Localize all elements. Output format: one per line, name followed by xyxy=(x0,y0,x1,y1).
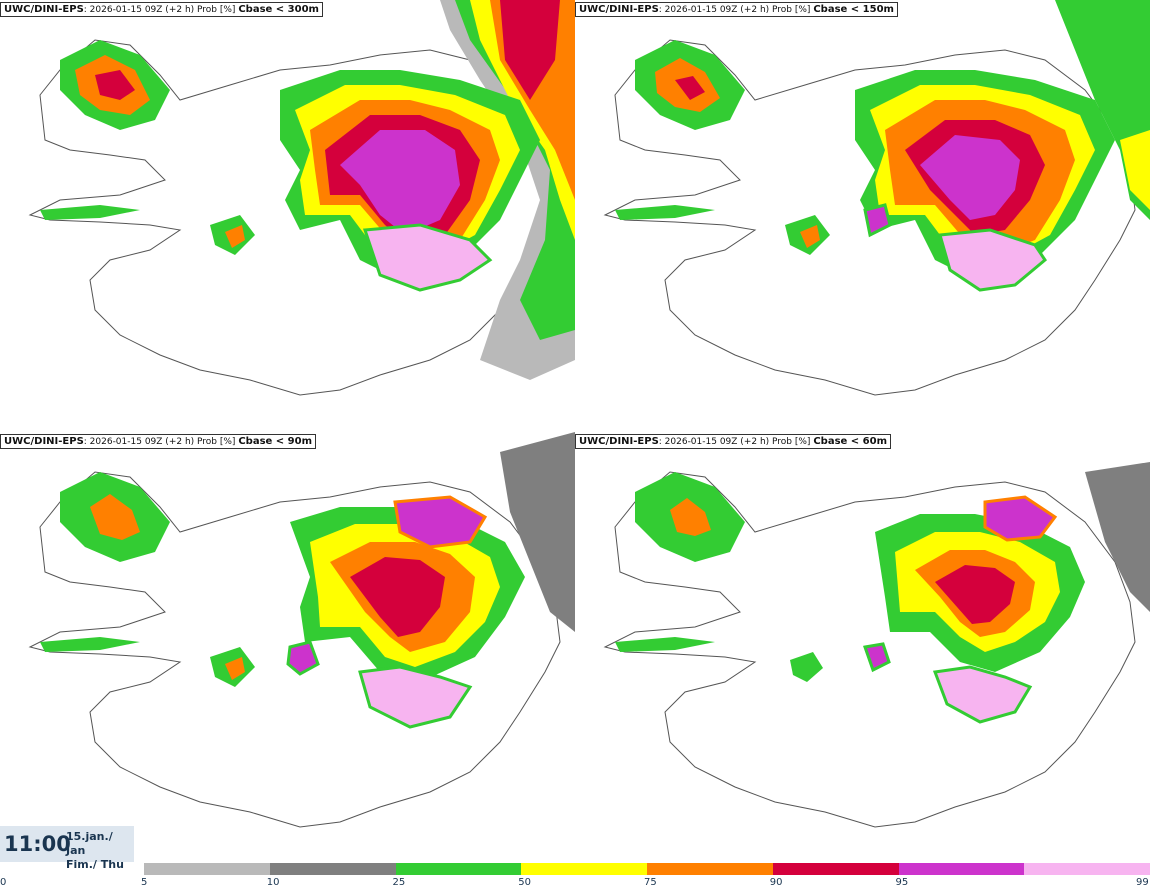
legend-tick-label: 25 xyxy=(392,877,406,888)
panel-title: UWC/DINI-EPS: 2026-01-15 09Z (+2 h) Prob… xyxy=(575,434,891,449)
map-panel-300m: UWC/DINI-EPS: 2026-01-15 09Z (+2 h) Prob… xyxy=(0,0,575,430)
map-panel-60m: UWC/DINI-EPS: 2026-01-15 09Z (+2 h) Prob… xyxy=(575,432,1150,862)
probability-legend xyxy=(144,863,1150,875)
iceland-probability-map xyxy=(28,432,575,828)
probability-fields xyxy=(40,0,575,380)
legend-segment xyxy=(1024,863,1150,875)
iceland-probability-map xyxy=(603,0,1150,396)
legend-segment xyxy=(269,863,396,875)
panel-title: UWC/DINI-EPS: 2026-01-15 09Z (+2 h) Prob… xyxy=(0,434,316,449)
legend-segment xyxy=(144,863,270,875)
probability-fields xyxy=(40,432,575,729)
iceland-probability-map xyxy=(28,0,575,396)
valid-time-date-line1: 15.jan./ Jan xyxy=(66,830,113,857)
legend-tick-label: 5 xyxy=(141,877,148,888)
legend-tick-label: 10 xyxy=(266,877,280,888)
legend-segment xyxy=(772,863,899,875)
legend-tick-label: 99 xyxy=(1136,877,1149,888)
probability-fields xyxy=(615,462,1150,724)
map-panel-90m: UWC/DINI-EPS: 2026-01-15 09Z (+2 h) Prob… xyxy=(0,432,575,862)
legend-segment xyxy=(521,863,647,875)
panel-title: UWC/DINI-EPS: 2026-01-15 09Z (+2 h) Prob… xyxy=(0,2,323,17)
legend-tick-label: 50 xyxy=(518,877,531,888)
legend-tick-label: 0 xyxy=(0,877,7,888)
valid-time-date: 15.jan./ Jan Fim./ Thu xyxy=(66,830,134,872)
probability-fields xyxy=(615,0,1150,292)
map-panel-150m: UWC/DINI-EPS: 2026-01-15 09Z (+2 h) Prob… xyxy=(575,0,1150,430)
legend-tick-label: 95 xyxy=(895,877,909,888)
panel-title: UWC/DINI-EPS: 2026-01-15 09Z (+2 h) Prob… xyxy=(575,2,898,17)
valid-time-clock: 11:00 xyxy=(4,832,71,856)
legend-segment xyxy=(647,863,773,875)
legend-tick-label: 90 xyxy=(769,877,783,888)
iceland-probability-map xyxy=(603,462,1150,828)
legend-segment xyxy=(395,863,522,875)
legend-tick-label: 75 xyxy=(644,877,657,888)
valid-time-box: 11:00 15.jan./ Jan Fim./ Thu xyxy=(0,826,134,871)
valid-time-date-line2: Fim./ Thu xyxy=(66,858,124,871)
legend-segment xyxy=(898,863,1025,875)
